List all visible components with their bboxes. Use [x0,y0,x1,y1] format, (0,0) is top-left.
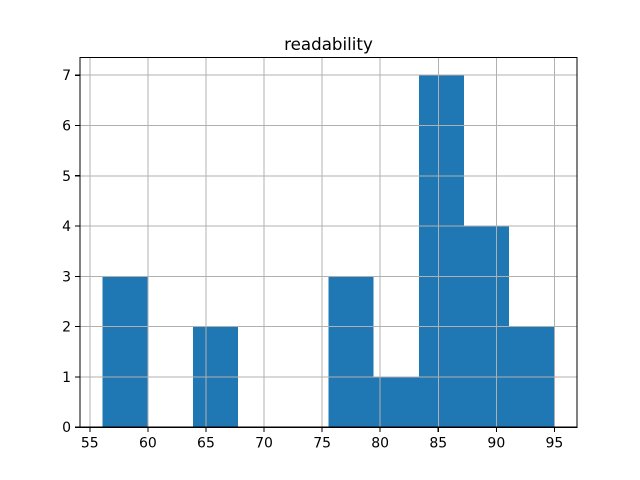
x-tick-label: 70 [255,436,273,452]
histogram-bar [373,376,419,428]
y-tick-label: 5 [62,169,71,185]
histogram-bar [418,75,465,428]
plot-border [79,57,578,428]
y-tick-label: 7 [62,68,71,84]
y-tick-label: 4 [62,219,71,235]
axes-layer [75,57,578,433]
x-tick-label: 55 [81,436,99,452]
histogram-bar [102,276,148,428]
x-tick-label: 90 [487,436,505,452]
x-tick-label: 85 [429,436,447,452]
bars-layer [102,75,555,428]
y-tick-label: 6 [62,118,71,134]
x-tick-label: 60 [139,436,157,452]
histogram-bar [328,276,374,428]
y-tick-label: 3 [62,269,71,285]
chart-title: readability [284,34,373,54]
x-tick-label: 65 [197,436,215,452]
y-tick-label: 2 [62,320,71,336]
x-tick-label: 80 [371,436,389,452]
x-tick-label: 75 [313,436,331,452]
x-tick-label: 95 [545,436,563,452]
tick-labels-layer: 55 60 65 70 75 80 85 90 95 0 1 2 3 4 5 6 7 [62,68,563,451]
y-tick-label: 0 [62,420,71,436]
y-tick-label: 1 [62,370,71,386]
